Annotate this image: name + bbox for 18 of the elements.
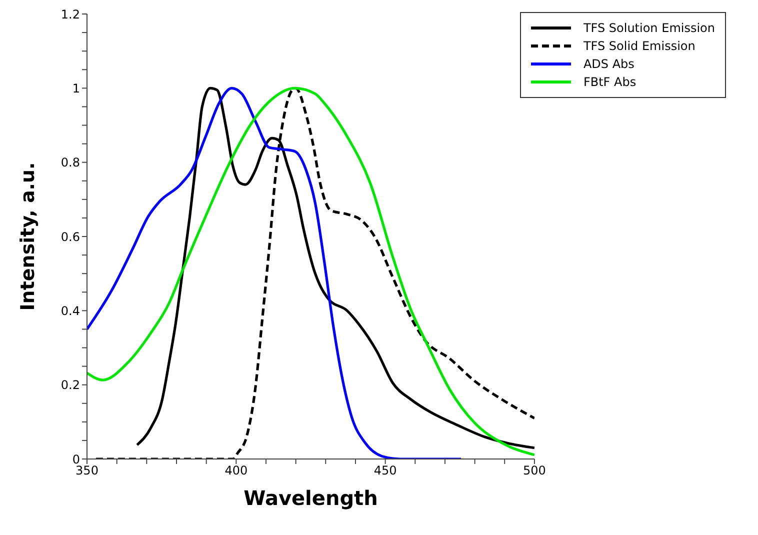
x-tick-label: 400 <box>224 464 248 478</box>
legend-label: TFS Solid Emission <box>583 38 696 55</box>
x-tick-label: 450 <box>374 464 397 478</box>
legend-label: ADS Abs <box>583 56 634 73</box>
y-tick-label: 0 <box>72 452 80 466</box>
y-tick-label: 0.8 <box>60 156 80 170</box>
legend-label: TFS Solution Emission <box>583 20 715 37</box>
y-tick-label: 0.2 <box>60 378 80 392</box>
y-tick-label: 0.6 <box>60 230 80 244</box>
y-tick-label: 1 <box>72 81 80 96</box>
y-tick-label: 1.2 <box>60 7 80 22</box>
y-axis-title: Intensity, a.u. <box>17 162 39 311</box>
x-axis-title: Wavelength <box>244 486 378 510</box>
legend-label: FBtF Abs <box>583 74 636 91</box>
line-series <box>87 86 462 459</box>
x-tick-label: 500 <box>523 464 546 478</box>
x-tick-label: 350 <box>76 464 98 478</box>
y-tick-label: 0.4 <box>60 304 80 318</box>
